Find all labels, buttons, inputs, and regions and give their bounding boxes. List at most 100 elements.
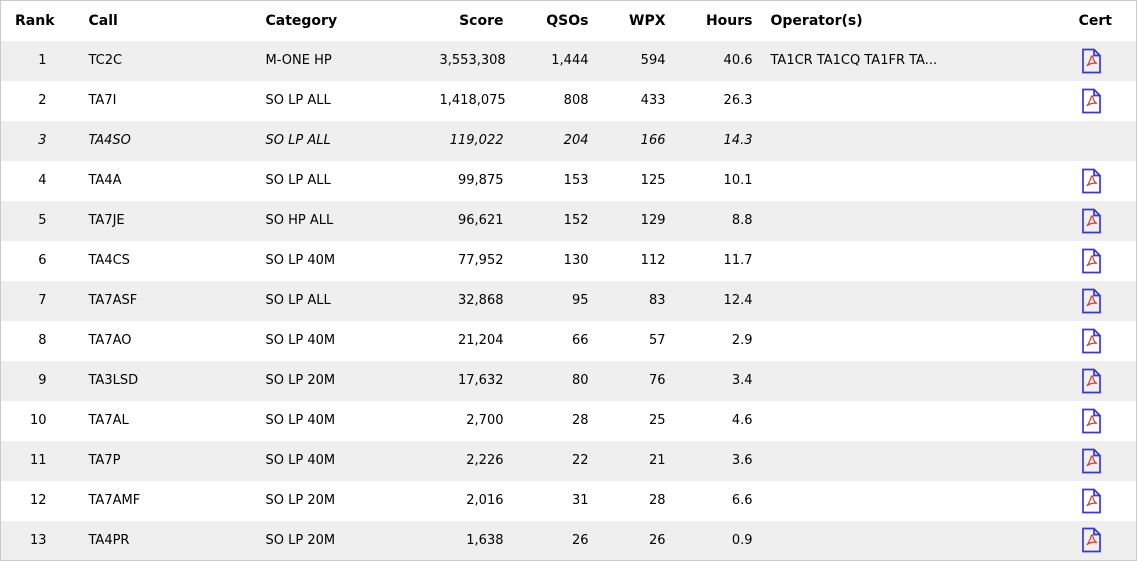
category-cell: SO LP 40M <box>265 413 336 428</box>
table-row: 1 TC2C M-ONE HP 3,553,308 1,444 594 40.6… <box>0 40 1137 81</box>
pdf-file-icon <box>1081 448 1101 473</box>
cert-cell <box>1046 440 1137 481</box>
call-cell: TC2C <box>74 40 252 81</box>
category-cell: SO LP 20M <box>265 493 336 508</box>
table-row: 13 TA4PR SO LP 20M 1,638 26 26 0.9 <box>0 520 1137 561</box>
pdf-file-icon <box>1081 208 1101 233</box>
score-cell: 32,868 <box>425 280 518 321</box>
operators-cell <box>766 440 1047 481</box>
wpx-cell: 26 <box>602 520 680 561</box>
cert-pdf-link[interactable] <box>1081 448 1102 474</box>
cert-pdf-link[interactable] <box>1081 168 1102 194</box>
hours-cell: 2.9 <box>731 333 753 348</box>
cert-pdf-link[interactable] <box>1081 248 1102 274</box>
table-row: 5 TA7JE SO HP ALL 96,621 152 129 8.8 <box>0 200 1137 241</box>
table-row: 6 TA4CS SO LP 40M 77,952 130 112 11.7 <box>1 241 1137 281</box>
call-cell: TA7P <box>74 440 252 481</box>
rank-cell: 12 <box>29 493 47 508</box>
cert-pdf-link[interactable] <box>1081 48 1102 74</box>
rank-cell: 7 <box>0 280 75 321</box>
cert-pdf-link[interactable] <box>1081 88 1102 114</box>
hours-cell: 26.3 <box>723 93 753 108</box>
category-cell: SO LP 20M <box>251 520 426 561</box>
cert-pdf-link[interactable] <box>1081 488 1102 514</box>
wpx-cell: 76 <box>602 360 680 401</box>
call-cell: TA7AMF <box>88 493 141 508</box>
category-cell: SO LP ALL <box>251 280 426 321</box>
hours-cell: 40.6 <box>679 40 767 81</box>
wpx-cell: 433 <box>640 93 666 108</box>
call-cell: TA7AL <box>88 413 129 428</box>
score-cell: 2,226 <box>425 440 518 481</box>
score-cell: 119,022 <box>425 120 518 161</box>
category-cell: SO LP 40M <box>265 253 336 268</box>
score-cell: 77,952 <box>458 253 504 268</box>
table-row: 8 TA7AO SO LP 40M 21,204 66 57 2.9 <box>1 321 1137 361</box>
hours-cell: 3.6 <box>679 440 767 481</box>
cert-pdf-link[interactable] <box>1081 408 1102 434</box>
category-cell: M-ONE HP <box>251 40 426 81</box>
category-cell: SO LP 40M <box>265 333 336 348</box>
score-cell: 21,204 <box>458 333 504 348</box>
rank-cell: 10 <box>29 413 47 428</box>
rank-cell: 9 <box>0 360 75 401</box>
qsos-cell: 204 <box>517 120 603 161</box>
pdf-file-icon <box>1081 248 1101 273</box>
hours-cell: 0.9 <box>679 520 767 561</box>
cert-cell <box>1046 520 1137 561</box>
table-row: 11 TA7P SO LP 40M 2,226 22 21 3.6 <box>0 440 1137 481</box>
operators-cell <box>766 520 1047 561</box>
column-header-qsos: QSOs <box>517 0 603 41</box>
cert-pdf-link[interactable] <box>1081 208 1102 234</box>
column-header-wpx: WPX <box>602 0 680 41</box>
pdf-file-icon <box>1081 288 1101 313</box>
score-cell: 2,700 <box>466 413 504 428</box>
cert-cell <box>1047 321 1137 361</box>
wpx-cell: 21 <box>602 440 680 481</box>
wpx-cell: 594 <box>602 40 680 81</box>
table-row: 12 TA7AMF SO LP 20M 2,016 31 28 6.6 <box>1 481 1137 521</box>
wpx-cell: 28 <box>648 493 666 508</box>
table-row: 3 TA4SO SO LP ALL 119,022 204 166 14.3 <box>0 120 1137 161</box>
pdf-file-icon <box>1081 48 1101 73</box>
wpx-cell: 57 <box>648 333 666 348</box>
cert-cell <box>1046 280 1137 321</box>
cert-pdf-link[interactable] <box>1081 527 1102 553</box>
wpx-cell: 125 <box>640 173 666 188</box>
call-cell: TA7JE <box>74 200 252 241</box>
operators-cell <box>766 120 1047 161</box>
operators-cell <box>766 360 1047 401</box>
hours-cell: 8.8 <box>679 200 767 241</box>
column-header-operators: Operator(s) <box>766 0 1047 41</box>
cert-pdf-link[interactable] <box>1081 288 1102 314</box>
wpx-cell: 166 <box>602 120 680 161</box>
category-cell: SO LP ALL <box>265 173 331 188</box>
hours-cell: 4.6 <box>731 413 753 428</box>
score-cell: 2,016 <box>466 493 504 508</box>
qsos-cell: 808 <box>563 93 589 108</box>
hours-cell: 12.4 <box>679 280 767 321</box>
qsos-cell: 26 <box>517 520 603 561</box>
pdf-file-icon <box>1081 328 1101 353</box>
wpx-cell: 83 <box>602 280 680 321</box>
cert-cell <box>1047 401 1137 441</box>
cert-pdf-link[interactable] <box>1081 328 1102 354</box>
rank-cell: 2 <box>38 93 47 108</box>
column-header-category: Category <box>251 0 426 41</box>
score-cell: 99,875 <box>458 173 504 188</box>
rank-cell: 1 <box>0 40 75 81</box>
call-cell: TA7AO <box>88 333 132 348</box>
cert-cell <box>1047 81 1137 121</box>
cert-cell <box>1047 161 1137 201</box>
cert-cell <box>1046 360 1137 401</box>
hours-cell: 11.7 <box>723 253 753 268</box>
qsos-cell: 130 <box>563 253 589 268</box>
qsos-cell: 80 <box>517 360 603 401</box>
pdf-file-icon <box>1081 368 1101 393</box>
cert-pdf-link[interactable] <box>1081 368 1102 394</box>
call-cell: TA4A <box>88 173 122 188</box>
category-cell: SO LP ALL <box>251 120 426 161</box>
qsos-cell: 31 <box>571 493 589 508</box>
